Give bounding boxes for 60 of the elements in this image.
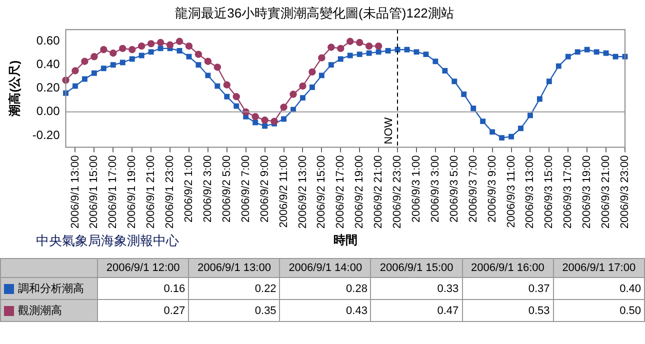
x-tick-label: 2006/9/1 23:00 [164,155,176,229]
data-label: 0.43 [280,300,371,322]
x-tick-label: 2006/9/2 9:00 [258,155,271,222]
x-tick-label: 2006/9/3 7:00 [467,155,480,222]
y-tick-label: 0.20 [36,80,60,95]
x-tick-label: 2006/9/3 21:00 [600,155,612,229]
category-label: 2006/9/1 15:00 [370,258,462,278]
category-label: 2006/9/1 17:00 [553,258,644,278]
data-label: 0.37 [462,278,554,300]
data-label: 0.22 [188,278,280,300]
x-tick-label: 2006/9/2 19:00 [354,155,366,229]
text: 中央氣象局海象測報中心 [36,232,179,250]
x-tick-label: 2006/9/2 23:00 [392,155,404,229]
x-tick-label: 2006/9/1 15:00 [88,155,100,229]
data-label: 0.53 [462,300,554,322]
x-tick-label: 2006/9/2 1:00 [183,155,196,222]
x-tick-label: 2006/9/1 17:00 [107,155,120,229]
x-axis-title: 時間 [333,233,358,248]
text: 觀測潮高 [18,305,62,317]
y-tick-label: 0.00 [36,104,60,118]
x-tick-label: 2006/9/3 5:00 [448,155,460,222]
x-tick-label: 2006/9/2 15:00 [316,155,328,229]
y-tick-label: -0.20 [32,128,60,142]
x-tick-label: 2006/9/3 19:00 [581,155,594,229]
x-tick-label: 2006/9/3 23:00 [619,155,632,229]
category-label: 2006/9/1 13:00 [188,258,280,278]
x-tick-label: 2006/9/3 11:00 [505,155,518,228]
x-tick-label: 2006/9/2 5:00 [220,155,233,222]
x-tick-label: 2006/9/1 13:00 [69,155,82,229]
y-tick-label: 0.60 [36,34,60,48]
x-tick-label: 2006/9/3 9:00 [486,155,498,222]
ref-line-label: NOW [383,116,396,144]
x-tick-label: 2006/9/2 7:00 [240,155,252,222]
data-label: 0.27 [98,300,189,322]
category-label: 2006/9/1 12:00 [98,258,189,278]
category-label: 2006/9/1 16:00 [462,258,554,278]
x-tick-label: 2006/9/2 11:00 [278,155,290,228]
text: 調和分析潮高 [18,283,84,295]
data-label: 0.47 [370,300,462,322]
category-label: 2006/9/1 14:00 [280,258,371,278]
x-tick-label: 2006/9/3 3:00 [429,155,442,222]
x-tick-label: 2006/9/3 15:00 [543,155,556,229]
y-tick-label: 0.40 [36,57,60,72]
x-tick-label: 2006/9/1 21:00 [145,155,158,229]
data-label: 0.16 [98,278,189,300]
x-tick-label: 2006/9/3 17:00 [562,155,574,229]
data-label: 0.35 [188,300,280,322]
data-label: 0.50 [553,300,644,322]
x-tick-label: 2006/9/2 3:00 [202,155,214,222]
y-axis-title: 潮高(公尺) [8,60,22,118]
x-tick-label: 2006/9/3 1:00 [410,155,422,222]
data-label: 0.33 [370,278,462,300]
x-tick-label: 2006/9/2 21:00 [372,155,385,229]
data-label: 0.28 [280,278,371,300]
x-tick-label: 2006/9/1 19:00 [126,155,138,229]
data-label: 0.40 [553,278,644,300]
x-tick-label: 2006/9/2 13:00 [296,155,309,229]
x-tick-label: 2006/9/3 13:00 [524,155,536,229]
x-tick-label: 2006/9/2 17:00 [334,155,347,229]
chart-title: 龍洞最近36小時實測潮高變化圖(未品管)122測站 [175,5,454,20]
